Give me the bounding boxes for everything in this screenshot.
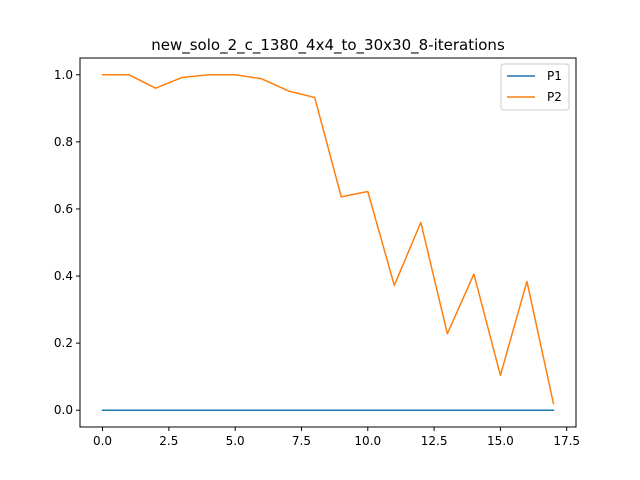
chart-title: new_solo_2_c_1380_4x4_to_30x30_8-iterati… <box>151 36 505 55</box>
x-tick-label: 17.5 <box>553 434 580 448</box>
y-tick-label: 0.2 <box>54 336 73 350</box>
y-tick-label: 0.8 <box>54 135 73 149</box>
legend-label-p1: P1 <box>547 69 562 83</box>
x-tick-label: 12.5 <box>421 434 448 448</box>
series-lines <box>101 74 555 411</box>
x-tick-label: 5.0 <box>226 434 245 448</box>
series-line-p2 <box>101 74 555 405</box>
x-tick-label: 2.5 <box>159 434 178 448</box>
axes-frame <box>79 57 577 428</box>
legend-label-p2: P2 <box>547 90 562 104</box>
x-tick-label: 7.5 <box>292 434 311 448</box>
legend: P1 P2 <box>500 63 570 111</box>
y-tick-label: 1.0 <box>54 68 73 82</box>
y-axis: 0.0 0.2 0.4 0.6 0.8 1.0 <box>54 68 80 417</box>
x-tick-label: 15.0 <box>487 434 514 448</box>
x-tick-label: 10.0 <box>354 434 381 448</box>
y-tick-label: 0.4 <box>54 269 73 283</box>
y-tick-label: 0.6 <box>54 202 73 216</box>
y-tick-label: 0.0 <box>54 403 73 417</box>
x-tick-label: 0.0 <box>93 434 112 448</box>
x-axis: 0.0 2.5 5.0 7.5 10.0 12.5 15.0 17.5 <box>93 427 580 448</box>
